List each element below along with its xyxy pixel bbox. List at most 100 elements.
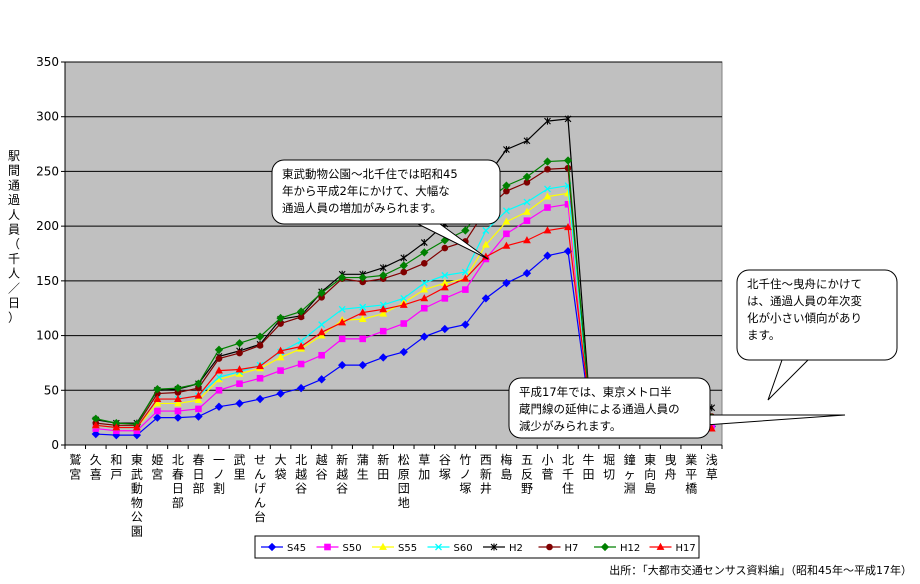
- data-point: [420, 294, 429, 302]
- data-point: [461, 226, 470, 235]
- data-point: [338, 305, 346, 313]
- y-tick-label: 200: [36, 219, 59, 233]
- data-point: [544, 185, 551, 193]
- legend-marker: [600, 542, 610, 552]
- category-label: 東向島: [644, 453, 656, 496]
- data-point: [276, 313, 285, 323]
- data-point: [502, 207, 510, 215]
- legend-label: S50: [343, 543, 362, 554]
- data-point: [379, 271, 388, 280]
- legend-label: H17: [676, 543, 696, 554]
- data-point: [420, 248, 429, 257]
- data-point: [173, 383, 183, 393]
- category-label: 松原団地: [398, 453, 410, 510]
- data-point: [462, 286, 469, 293]
- data-point: [173, 413, 183, 422]
- data-point: [420, 332, 429, 341]
- data-point: [523, 198, 531, 206]
- data-point: [522, 269, 532, 278]
- data-point: [214, 345, 224, 354]
- legend-marker: [324, 543, 331, 551]
- legend-entry-S55: S55: [372, 542, 417, 554]
- data-point: [400, 268, 408, 276]
- data-point: [276, 389, 285, 398]
- callout-tail: [767, 359, 809, 401]
- data-point: [400, 294, 408, 302]
- data-point: [318, 351, 325, 359]
- data-point: [256, 361, 264, 370]
- data-point: [563, 156, 573, 165]
- category-label: 姫宮: [151, 453, 163, 481]
- category-label: 業平橋: [685, 453, 697, 496]
- data-point: [91, 421, 100, 429]
- data-point: [544, 204, 551, 211]
- y-axis-label: 駅間通過人員（千人／日）: [8, 149, 20, 325]
- annotation-line: 北千住～曳舟にかけて: [747, 277, 862, 291]
- annotation-line: 蔵門線の延伸による通過人員の: [519, 402, 680, 416]
- data-point: [317, 375, 326, 384]
- data-point: [236, 349, 243, 357]
- data-point: [543, 192, 552, 200]
- data-point: [235, 399, 244, 408]
- data-point: [461, 320, 470, 329]
- callout-box: [271, 159, 501, 225]
- data-point: [523, 137, 531, 145]
- data-point: [379, 327, 387, 335]
- data-point: [296, 307, 306, 316]
- legend: S45 S50 S55 S60 H2 H7 H12 H17: [254, 535, 700, 559]
- data-point: [503, 230, 510, 238]
- data-point: [195, 405, 202, 413]
- data-point: [399, 300, 408, 308]
- data-point: [194, 379, 203, 388]
- callout-tail: [704, 414, 846, 426]
- legend-marker: [656, 542, 665, 550]
- data-point: [214, 402, 224, 411]
- data-point: [215, 355, 223, 362]
- data-point: [215, 386, 223, 394]
- data-point: [255, 394, 265, 404]
- data-point: [420, 304, 428, 312]
- annotation-line: 東武動物公園～北千住では昭和45: [282, 167, 458, 181]
- data-point: [379, 305, 388, 313]
- category-label: 五反野: [521, 453, 533, 496]
- legend-marker: [546, 543, 553, 551]
- data-point: [564, 223, 572, 231]
- data-point: [132, 423, 141, 431]
- data-point: [359, 303, 367, 311]
- data-point: [420, 285, 429, 293]
- annotation-line: 減少がみられます。: [519, 419, 621, 433]
- data-point: [502, 278, 511, 288]
- data-point: [276, 353, 285, 361]
- data-point: [482, 227, 490, 234]
- category-label: 北春日部: [172, 453, 184, 510]
- data-point: [277, 367, 284, 374]
- data-point: [358, 314, 367, 323]
- data-point: [236, 380, 243, 388]
- y-axis-title: 駅間通過人員（千人／日）: [8, 149, 20, 325]
- data-point: [502, 217, 511, 225]
- data-point: [481, 240, 490, 248]
- callout-box: [508, 377, 711, 439]
- data-point: [522, 172, 532, 182]
- data-point: [276, 346, 285, 354]
- data-point: [297, 337, 305, 345]
- data-point: [215, 366, 223, 374]
- data-point: [338, 335, 346, 343]
- data-point: [420, 260, 428, 267]
- data-point: [399, 261, 408, 270]
- category-label: 和戸: [110, 453, 122, 481]
- data-point: [441, 295, 449, 302]
- annotation-line: 平成17年では、東京メトロ半: [519, 385, 672, 399]
- data-point: [379, 309, 388, 317]
- category-labels: 鷲宮久喜和戸東武動物公園姫宮北春日部春日部一ノ割武里せんげん台大袋北越谷越谷新越…: [69, 452, 717, 539]
- data-point: [256, 342, 264, 349]
- data-point: [543, 251, 552, 260]
- data-point: [400, 320, 408, 327]
- category-label: 牛田: [583, 452, 595, 481]
- category-label: 梅島: [500, 452, 512, 481]
- category-label: 春日部: [192, 453, 204, 496]
- data-point: [523, 217, 531, 224]
- data-point: [523, 207, 531, 215]
